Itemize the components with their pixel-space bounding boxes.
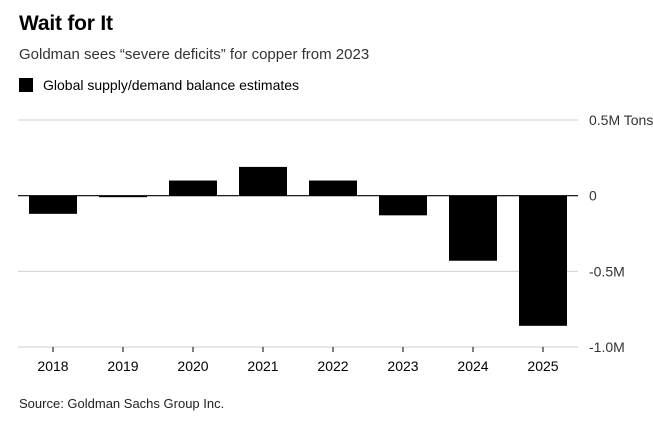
bar-2022 xyxy=(309,180,357,196)
x-tick-label: 2018 xyxy=(37,358,68,374)
chart-subtitle: Goldman sees “severe deficits” for coppe… xyxy=(19,46,370,63)
x-tick-label: 2021 xyxy=(247,358,278,374)
bar-2023 xyxy=(379,195,427,216)
source-note: Source: Goldman Sachs Group Inc. xyxy=(19,396,225,411)
legend-swatch xyxy=(19,78,33,92)
chart-title: Wait for It xyxy=(19,12,113,35)
y-tick-label: -0.5M xyxy=(589,263,625,279)
y-tick-label: 0.5M Tons xyxy=(589,112,653,128)
bar-2020 xyxy=(169,180,217,196)
y-axis: 0.5M Tons 0 -0.5M -1.0M xyxy=(589,112,653,355)
bar-2021 xyxy=(239,166,287,196)
legend: Global supply/demand balance estimates xyxy=(19,77,299,93)
x-tick-label: 2025 xyxy=(527,358,558,374)
x-tick-label: 2020 xyxy=(177,358,208,374)
x-axis: 2018 2019 2020 2021 2022 2023 2024 2025 xyxy=(37,347,559,374)
y-tick-label: -1.0M xyxy=(589,339,625,355)
x-tick-label: 2019 xyxy=(107,358,138,374)
x-tick-label: 2022 xyxy=(317,358,348,374)
bar-2024 xyxy=(449,195,497,261)
bar-2019 xyxy=(99,195,147,198)
bars xyxy=(29,166,567,326)
bar-2025 xyxy=(519,195,567,326)
y-tick-label: 0 xyxy=(589,188,597,204)
legend-label: Global supply/demand balance estimates xyxy=(43,77,300,93)
bar-2018 xyxy=(29,195,77,214)
x-tick-label: 2023 xyxy=(387,358,418,374)
x-tick-label: 2024 xyxy=(457,358,488,374)
